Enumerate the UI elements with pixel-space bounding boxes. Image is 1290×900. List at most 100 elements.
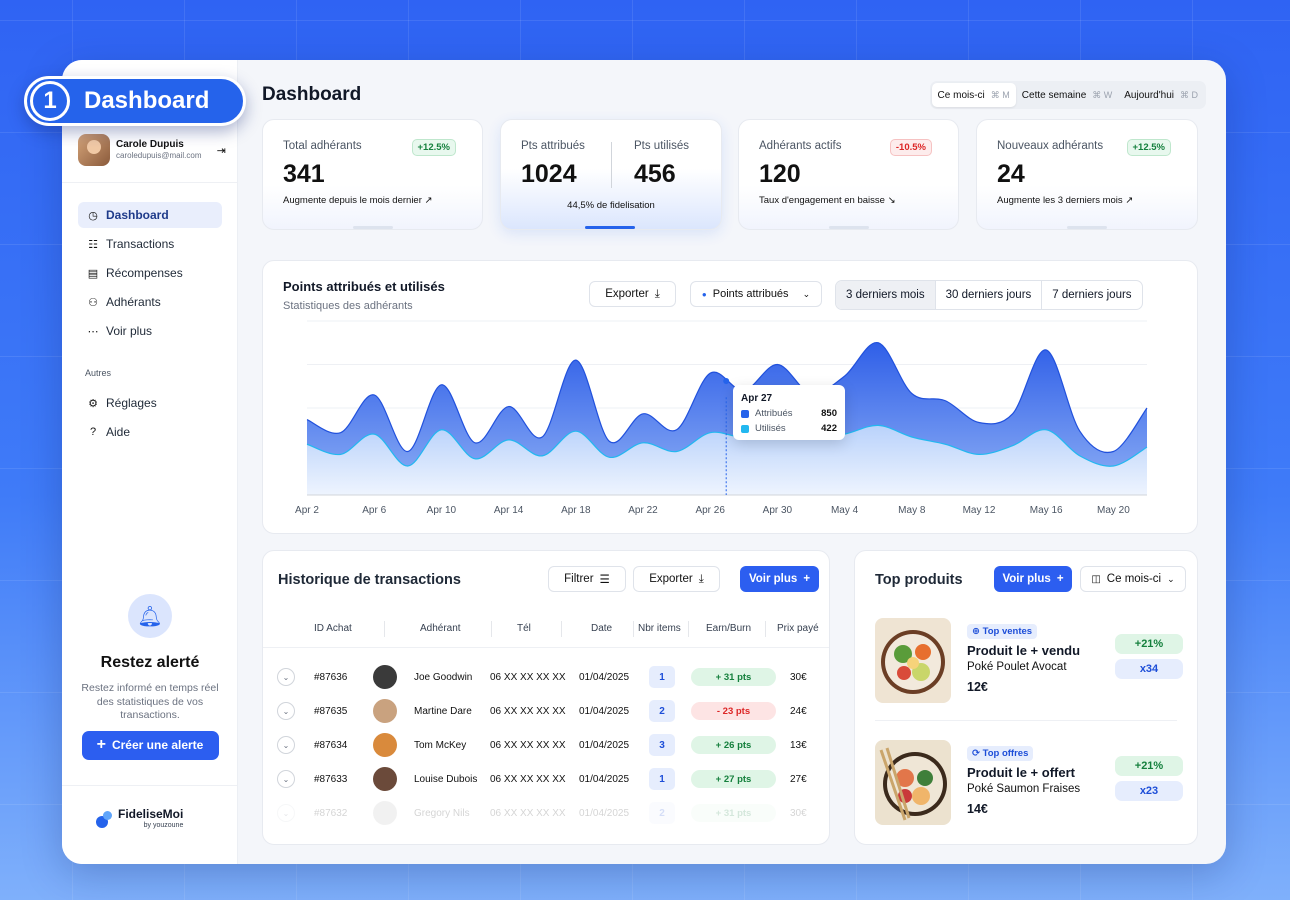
user-name: Carole Dupuis (116, 139, 184, 150)
tab-7-days[interactable]: 7 derniers jours (1052, 289, 1132, 301)
kpi-points: Pts attribués 1024 Pts utilisés 456 44,5… (500, 119, 722, 230)
top-ventes-badge: ⊕ Top ventes (967, 624, 1038, 639)
sidebar-item-adherants[interactable]: ⚇ Adhérants (78, 289, 222, 315)
series-select[interactable]: ● Points attribués ⌄ (690, 281, 822, 307)
brand-sub: by youzoune (143, 822, 184, 829)
tx-tel: 06 XX XX XX XX (490, 807, 566, 819)
tx-voir-plus-button[interactable]: Voir plus + (740, 566, 819, 592)
bell-icon: 🔔︎ (128, 594, 172, 638)
tx-name: Martine Dare (414, 705, 472, 717)
range-tabs: 3 derniers mois 30 derniers jours 7 dern… (835, 280, 1143, 310)
alert-title: Restez alerté (100, 654, 200, 671)
table-row[interactable]: ⌄ #87633 Louise Dubois 06 XX XX XX XX 01/04/… (263, 762, 829, 796)
avatar (373, 665, 397, 689)
expand-chevron-icon[interactable]: ⌄ (277, 668, 295, 686)
x-tick-label: May 4 (831, 505, 859, 516)
expand-chevron-icon[interactable]: ⌄ (277, 804, 295, 822)
col-earn-burn[interactable]: Earn/Burn (706, 623, 752, 634)
tx-price: 27€ (790, 773, 807, 785)
avatar (373, 801, 397, 825)
sidebar-item-dashboard[interactable]: ◷ Dashboard (78, 202, 222, 228)
sidebar-item-reglages[interactable]: ⚙ Réglages (78, 390, 222, 416)
chart-tooltip: Apr 27 Attribués 850 Utilisés 422 (733, 385, 845, 440)
plus-icon: + (803, 573, 811, 585)
sidebar: Carole Dupuis caroledupuis@mail.com ⇥ ◷ D… (62, 60, 238, 864)
refresh-icon: ⟳ (972, 748, 980, 759)
period-month[interactable]: Ce mois-ci ⌘ M (931, 83, 1016, 107)
tab-3-months[interactable]: 3 derniers mois (836, 281, 936, 309)
period-today[interactable]: Aujourd'hui ⌘ D (1124, 89, 1198, 101)
x-tick-label: Apr 10 (427, 505, 457, 516)
x-tick-label: May 20 (1097, 505, 1130, 516)
sidebar-item-aide[interactable]: ? Aide (78, 419, 222, 445)
series-utilises-line (306, 424, 1148, 467)
top-products-title: Top produits (875, 572, 963, 588)
trend-up-badge: +12.5% (1126, 139, 1171, 156)
x-tick-label: May 12 (963, 505, 996, 516)
tab-30-days[interactable]: 30 derniers jours (936, 281, 1043, 309)
x-tick-label: May 8 (898, 505, 926, 516)
col-id[interactable]: ID Achat (314, 623, 352, 634)
step-badge: 1 Dashboard (24, 76, 246, 126)
tx-items: 2 (649, 802, 675, 824)
period-week[interactable]: Cette semaine ⌘ W (1021, 89, 1113, 101)
user-profile[interactable]: Carole Dupuis caroledupuis@mail.com ⇥ (78, 134, 226, 166)
table-row[interactable]: ⌄ #87635 Martine Dare 06 XX XX XX XX 01/04/2… (263, 694, 829, 728)
filter-button[interactable]: Filtrer ☰ (548, 566, 626, 592)
tx-price: 24€ (790, 705, 807, 717)
brand-mark (96, 810, 114, 828)
dot-icon: ● (701, 289, 707, 299)
table-row[interactable]: ⌄ #87632 Gregory Nils 06 XX XX XX XX 01/04/2… (263, 796, 829, 830)
main-content: Dashboard Ce mois-ci ⌘ M Cette semaine ⌘ W… (262, 60, 1206, 864)
product-item[interactable]: ⊕ Top ventes Produit le + vendu Poké Pou… (875, 618, 1183, 704)
brand-logo: FideliseMoi by youzoune (96, 808, 183, 829)
chart-subtitle: Statistiques des adhérants (283, 300, 413, 312)
tx-points-badge: + 26 pts (691, 736, 776, 754)
tx-price: 30€ (790, 671, 807, 683)
growth-badge: +21% (1115, 634, 1183, 654)
top-voir-plus-button[interactable]: Voir plus + (994, 566, 1072, 592)
sidebar-item-voir-plus[interactable]: ⋯ Voir plus (87, 324, 153, 338)
help-icon: ? (89, 426, 97, 438)
table-row[interactable]: ⌄ #87634 Tom McKey 06 XX XX XX XX 01/04/2025… (263, 728, 829, 762)
step-label: Dashboard (84, 87, 210, 114)
expand-chevron-icon[interactable]: ⌄ (277, 702, 295, 720)
sidebar-item-transactions[interactable]: ☷ Transactions (78, 231, 222, 257)
transactions-title: Historique de transactions (278, 572, 461, 588)
avatar (373, 767, 397, 791)
tx-export-button[interactable]: Exporter ⤓ (633, 566, 720, 592)
count-badge: x34 (1115, 659, 1183, 679)
gear-icon: ⚙ (88, 397, 98, 410)
product-item[interactable]: ⟳ Top offres Produit le + offert Poké Sa… (875, 740, 1183, 826)
x-tick-label: Apr 2 (295, 505, 319, 516)
tx-name: Joe Goodwin (414, 671, 473, 683)
x-tick-label: Apr 26 (695, 505, 725, 516)
expand-chevron-icon[interactable]: ⌄ (277, 770, 295, 788)
more-icon: ⋯ (87, 325, 99, 338)
plus-circle-icon: ⊕ (972, 626, 980, 637)
table-row[interactable]: ⌄ #87636 Joe Goodwin 06 XX XX XX XX 01/04/20… (263, 660, 829, 694)
col-prix[interactable]: Prix payé (777, 623, 819, 634)
tx-id: #87633 (314, 773, 348, 785)
download-icon: ⤓ (698, 572, 704, 585)
area-chart[interactable]: Apr 2 Apr 6 Apr 10 Apr 14 Apr 18 Apr 22 Apr 26… (263, 261, 1199, 535)
sidebar-section-label: Autres (85, 368, 112, 378)
points-chart-card: Apr 2 Apr 6 Apr 10 Apr 14 Apr 18 Apr 22 Apr 26… (262, 260, 1198, 534)
period-switcher: Ce mois-ci ⌘ M Cette semaine ⌘ W Aujourd'h… (929, 81, 1206, 109)
brand-name: FideliseMoi (118, 807, 184, 821)
x-tick-label: May 16 (1030, 505, 1063, 516)
kpi-total-adherants: Total adhérants +12.5% 341 Augmente depu… (262, 119, 483, 230)
plus-icon: + (96, 736, 106, 753)
chart-export-button[interactable]: Exporter ⤓ (589, 281, 676, 307)
sidebar-item-recompenses[interactable]: ▤ Récompenses (87, 266, 183, 280)
col-items[interactable]: Nbr items (638, 623, 681, 634)
create-alert-button[interactable]: + Créer une alerte (81, 730, 219, 760)
col-adherant[interactable]: Adhérant (420, 623, 461, 634)
expand-chevron-icon[interactable]: ⌄ (277, 736, 295, 754)
logout-icon[interactable]: ⇥ (216, 144, 226, 157)
col-tel[interactable]: Tél (517, 623, 531, 634)
col-date[interactable]: Date (591, 623, 613, 634)
top-period-select[interactable]: ◫ Ce mois-ci ⌄ (1080, 566, 1186, 592)
tx-items: 3 (649, 734, 675, 756)
tx-price: 30€ (790, 807, 807, 819)
